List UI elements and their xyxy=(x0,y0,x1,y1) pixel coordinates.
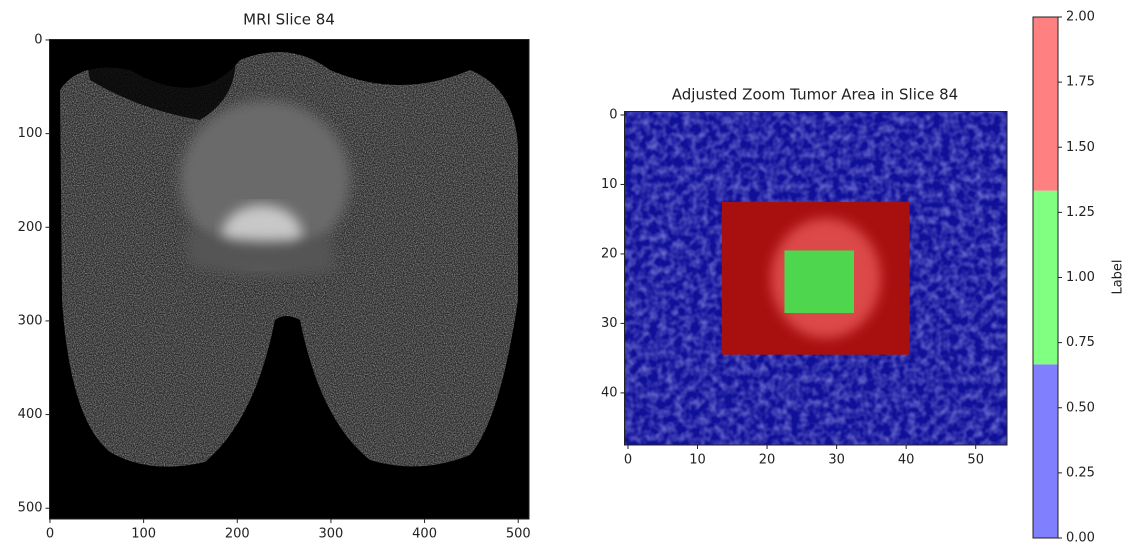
colorbar-tick-label: 1.75 xyxy=(1066,75,1095,90)
y-tick-label: 300 xyxy=(18,313,43,328)
colorbar-tick-label: 1.50 xyxy=(1066,140,1095,155)
y-tick-label: 30 xyxy=(601,316,618,331)
x-tick-label: 100 xyxy=(131,527,156,542)
x-tick-label: 20 xyxy=(759,453,776,468)
y-tick-label: 100 xyxy=(18,126,43,141)
x-tick-label: 10 xyxy=(689,453,706,468)
axes-frame xyxy=(49,39,530,520)
x-tick-label: 30 xyxy=(828,453,845,468)
x-tick-label: 300 xyxy=(319,527,344,542)
y-tick-label: 0 xyxy=(34,32,42,47)
y-tick-label: 0 xyxy=(609,107,617,122)
colorbar-label: Label xyxy=(1111,259,1126,294)
x-tick-label: 0 xyxy=(46,527,54,542)
colorbar-segment xyxy=(1033,17,1058,191)
colorbar-tick-label: 2.00 xyxy=(1066,10,1095,25)
y-tick-label: 20 xyxy=(601,246,618,261)
colorbar-tick-label: 1.25 xyxy=(1066,205,1095,220)
x-tick-label: 40 xyxy=(898,453,915,468)
chart-title: MRI Slice 84 xyxy=(243,11,335,29)
x-tick-label: 50 xyxy=(967,453,984,468)
colorbar-segment xyxy=(1033,190,1058,365)
y-tick-label: 10 xyxy=(601,177,618,192)
x-tick-label: 400 xyxy=(412,527,437,542)
y-tick-label: 400 xyxy=(18,407,43,422)
x-tick-label: 200 xyxy=(225,527,250,542)
colorbar-tick-label: 0.50 xyxy=(1066,400,1095,415)
colorbar-tick-label: 0.25 xyxy=(1066,465,1095,480)
colorbar-segment xyxy=(1033,364,1058,538)
mri-image xyxy=(49,39,529,519)
colorbar-tick-label: 0.75 xyxy=(1066,335,1095,350)
y-tick-label: 200 xyxy=(18,220,43,235)
axes-frame xyxy=(624,111,1008,446)
colorbar-tick-label: 1.00 xyxy=(1066,270,1095,285)
colorbar-tick-label: 0.00 xyxy=(1066,531,1095,546)
chart-title: Adjusted Zoom Tumor Area in Slice 84 xyxy=(672,86,958,104)
x-tick-label: 500 xyxy=(506,527,531,542)
y-tick-label: 500 xyxy=(18,501,43,516)
y-tick-label: 40 xyxy=(601,385,618,400)
x-tick-label: 0 xyxy=(624,453,632,468)
label-region xyxy=(784,250,854,313)
